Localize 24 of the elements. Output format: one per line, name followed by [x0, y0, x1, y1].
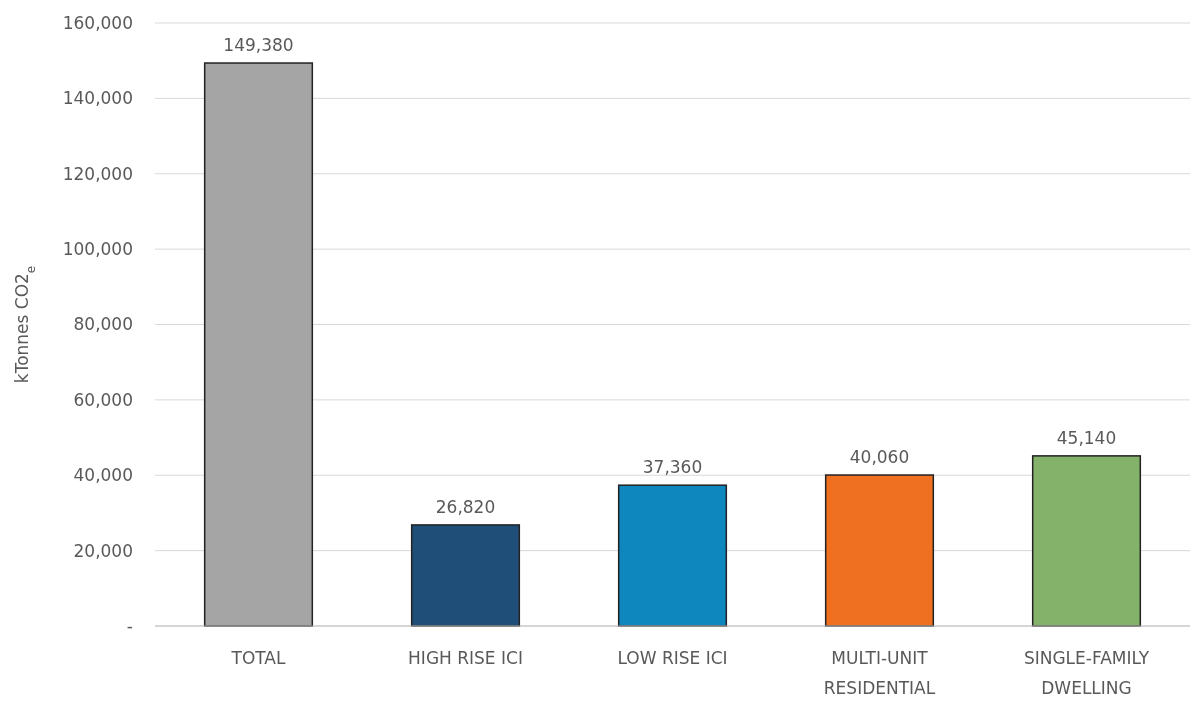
- y-tick-label: 140,000: [62, 88, 133, 109]
- y-tick-label: 40,000: [73, 465, 133, 486]
- x-tick-label: HIGH RISE ICI: [408, 648, 523, 668]
- y-tick-label: 120,000: [62, 163, 133, 184]
- bar: [1031, 455, 1142, 627]
- x-tick-label: LOW RISE ICI: [617, 648, 728, 668]
- data-label: 45,140: [1056, 427, 1117, 448]
- y-tick-label: 60,000: [73, 389, 133, 410]
- data-label: 149,380: [223, 35, 294, 56]
- data-label: 40,060: [849, 447, 910, 468]
- y-tick-label: 20,000: [73, 540, 133, 561]
- data-label: 26,820: [435, 496, 496, 517]
- bar: [203, 62, 314, 627]
- bar: [410, 524, 521, 627]
- x-tick-label: SINGLE-FAMILY DWELLING: [1023, 648, 1150, 698]
- x-tick-label: TOTAL: [230, 648, 286, 668]
- data-label: 37,360: [642, 457, 703, 478]
- bar: [617, 484, 728, 627]
- x-tick-label: MULTI-UNIT RESIDENTIAL: [823, 648, 936, 698]
- bar: [824, 474, 935, 627]
- y-tick-label: 80,000: [73, 314, 133, 335]
- y-tick-label: 160,000: [62, 12, 133, 33]
- y-tick-label: 100,000: [62, 239, 133, 260]
- y-tick-label: -: [126, 615, 133, 636]
